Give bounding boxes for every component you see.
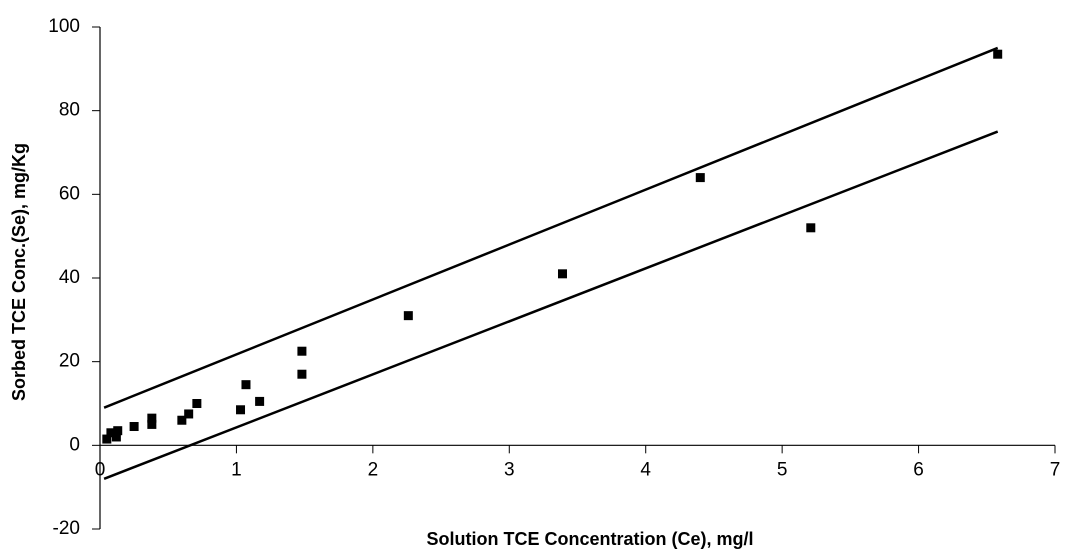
data-point (129, 422, 139, 432)
data-point (255, 396, 265, 406)
data-point (806, 223, 816, 233)
data-point (241, 380, 251, 390)
data-point (403, 311, 413, 321)
x-tick-label: 3 (504, 459, 515, 480)
y-tick-label: 80 (59, 100, 80, 121)
data-point (147, 419, 157, 429)
x-tick-label: 2 (368, 459, 379, 480)
x-tick-label: 0 (95, 459, 106, 480)
x-tick-label: 7 (1050, 459, 1061, 480)
x-tick-label: 1 (231, 459, 242, 480)
fit-line (103, 46, 999, 409)
data-point (192, 399, 202, 408)
data-point (147, 413, 157, 423)
data-point (111, 432, 121, 442)
y-tick-label: 40 (59, 267, 80, 288)
y-tick-label: 60 (59, 183, 80, 204)
y-tick-label: 0 (69, 434, 80, 455)
x-tick-label: 6 (913, 459, 924, 480)
data-point (297, 369, 307, 379)
data-point (557, 269, 567, 279)
data-point (695, 173, 705, 183)
y-axis-title: Sorbed TCE Conc.(Se), mg/Kg (9, 143, 29, 401)
y-tick-label: 20 (59, 351, 80, 372)
data-point (184, 409, 194, 419)
data-point (106, 428, 116, 438)
y-tick-label: 100 (48, 16, 80, 37)
y-tick-label: -20 (53, 518, 80, 539)
fit-line (103, 130, 999, 480)
data-point (297, 346, 307, 356)
x-tick-label: 4 (640, 459, 651, 480)
data-point (113, 426, 123, 436)
x-axis-title: Solution TCE Concentration (Ce), mg/l (427, 529, 754, 549)
data-point (993, 49, 1003, 59)
data-point (236, 405, 246, 415)
x-tick-label: 5 (777, 459, 788, 480)
data-point (177, 415, 187, 425)
data-point (102, 434, 112, 444)
